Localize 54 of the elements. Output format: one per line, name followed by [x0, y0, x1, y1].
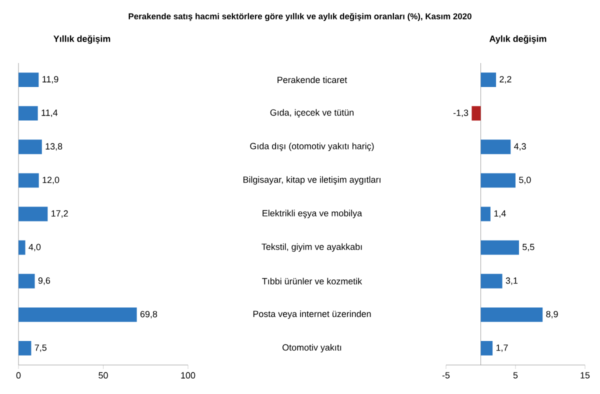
- x-tick-label: 100: [181, 372, 196, 379]
- data-label: 17,2: [52, 210, 68, 218]
- data-label: 4,0: [28, 244, 41, 252]
- data-label: 5,5: [522, 244, 534, 252]
- x-tick-label: 5: [513, 372, 518, 378]
- y-tick-label: Bilgisayar, kitap ve iletişim aygıtları: [243, 176, 380, 185]
- data-label: 11,9: [42, 76, 58, 84]
- chart-subtitle: Aylık değişim: [489, 35, 546, 44]
- bar: [472, 106, 481, 121]
- bar: [480, 240, 519, 255]
- bar: [480, 206, 490, 222]
- data-label: 11,4: [42, 110, 58, 117]
- y-tick-label: Gıda, içecek ve tütün: [270, 109, 354, 118]
- y-tick-label: Otomotiv yakıtı: [282, 344, 342, 352]
- bar: [480, 72, 496, 87]
- bar: [18, 173, 39, 188]
- data-label: 69,8: [140, 310, 158, 318]
- data-label: 3,1: [506, 277, 518, 285]
- bar: [18, 106, 38, 121]
- bar: [480, 173, 516, 188]
- data-label: 12,0: [42, 176, 60, 184]
- bar: [18, 140, 42, 154]
- bar: [18, 72, 39, 87]
- bar: [18, 206, 48, 222]
- chart-subtitle: Yıllık değişim: [54, 35, 110, 44]
- x-tick-label: 15: [580, 372, 590, 378]
- y-tick-label: Posta veya internet üzerinden: [253, 310, 371, 319]
- x-tick-label: -5: [442, 372, 450, 378]
- data-label: -1,3: [453, 110, 468, 118]
- y-tick-label: Elektrikli eşya ve mobilya: [262, 210, 362, 218]
- y-tick-label: Tekstil, giyim ve ayakkabı: [262, 243, 362, 252]
- data-label: 9,6: [38, 277, 50, 285]
- data-label: 13,8: [46, 143, 62, 151]
- data-label: 1,7: [496, 344, 508, 352]
- bar: [18, 274, 35, 288]
- x-tick-label: 0: [16, 372, 21, 379]
- data-label: 5,0: [519, 176, 531, 184]
- x-tick-label: 50: [98, 372, 108, 379]
- bar: [18, 341, 32, 356]
- bar: [18, 240, 26, 255]
- bar: [480, 341, 493, 356]
- data-label: 1,4: [494, 210, 506, 218]
- bar: [480, 140, 511, 154]
- y-tick-label: Perakende ticaret: [278, 76, 348, 84]
- data-label: 8,9: [546, 310, 558, 318]
- data-label: 4,3: [514, 143, 526, 151]
- bar: [18, 307, 137, 322]
- bar: [480, 274, 502, 288]
- bar: [480, 307, 543, 322]
- y-tick-label: Gıda dışı (otomotiv yakıtı hariç): [250, 142, 374, 152]
- data-label: 7,5: [34, 344, 46, 352]
- y-tick-label: Tıbbi ürünler ve kozmetik: [262, 278, 362, 284]
- data-label: 2,2: [500, 76, 512, 84]
- text: Perakende satış hacmi sektörlere göre yıllık ve aylık değişim oranları (%), Kasım 2020: [128, 12, 472, 22]
